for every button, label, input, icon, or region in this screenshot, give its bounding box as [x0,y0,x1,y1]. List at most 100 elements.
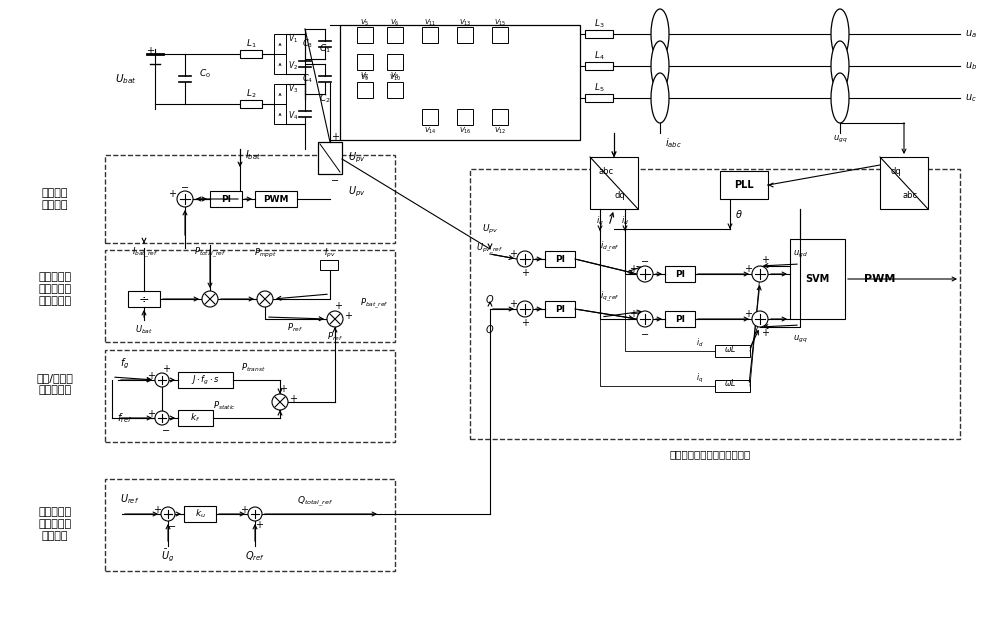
Text: $V_4$: $V_4$ [288,110,298,122]
Bar [255,191,297,207]
Circle shape [272,394,288,410]
Text: $C_1$: $C_1$ [319,43,331,55]
Text: abc: abc [598,167,614,176]
Bar [340,25,580,140]
Text: $L_1$: $L_1$ [246,38,256,50]
Circle shape [155,411,169,425]
Bar [274,104,286,124]
Text: $i_{q\_ref}$: $i_{q\_ref}$ [600,289,620,304]
Circle shape [327,311,343,327]
Ellipse shape [651,41,669,91]
Text: $-$: $-$ [640,328,650,338]
Text: $V_{10}$: $V_{10}$ [389,73,401,83]
Text: +: + [521,318,529,328]
Text: $V_7$: $V_7$ [360,71,370,81]
Text: $u_{gq}$: $u_{gq}$ [793,334,807,344]
Text: $u_a$: $u_a$ [965,28,977,40]
Text: +: + [344,311,352,321]
Text: +: + [255,520,263,530]
Text: 直流电压支撑与电流闭环控制: 直流电压支撑与电流闭环控制 [669,449,751,459]
Text: $U_{pv\_ref}$: $U_{pv\_ref}$ [476,242,504,256]
Text: $V_{15}$: $V_{15}$ [494,18,506,28]
Text: $V_1$: $V_1$ [288,33,298,45]
Bar [318,142,342,174]
Text: $k_u$: $k_u$ [195,508,205,520]
Text: $U_{pv}$: $U_{pv}$ [482,222,498,236]
Bar [274,84,286,104]
Text: PI: PI [675,270,685,279]
Bar [184,506,216,522]
Text: +: + [147,371,155,381]
Text: $I_{bat}$: $I_{bat}$ [245,148,261,162]
Text: +: + [289,394,297,404]
Ellipse shape [651,73,669,123]
Text: $\omega L$: $\omega L$ [724,343,736,353]
Text: $L_2$: $L_2$ [246,88,256,100]
Text: $U_{ref}$: $U_{ref}$ [120,492,140,506]
Text: $i_d$: $i_d$ [696,337,704,350]
Bar [457,27,473,43]
Text: $Q_{total\_ref}$: $Q_{total\_ref}$ [297,495,333,509]
Text: +: + [153,505,161,515]
Text: $i_q$: $i_q$ [596,215,604,227]
Bar [105,350,395,442]
Text: PWM: PWM [864,274,896,284]
Text: $V_3$: $V_3$ [288,82,298,95]
Circle shape [752,266,768,282]
Text: $f_g$: $f_g$ [120,357,130,371]
Bar [128,291,160,307]
Text: +: + [509,299,517,309]
Text: +: + [162,364,170,374]
Bar [492,109,508,125]
Text: $I_{bat\_ref}$: $I_{bat\_ref}$ [132,246,158,260]
Text: +: + [168,189,176,199]
Text: $u_c$: $u_c$ [965,92,977,104]
Bar [585,94,613,102]
Text: +: + [334,301,342,311]
Bar [545,301,575,317]
Text: PLL: PLL [734,180,754,190]
Text: $Q$: $Q$ [485,323,495,335]
Text: $i_d$: $i_d$ [621,215,629,227]
Text: +: + [331,132,339,142]
Text: $-$: $-$ [640,255,650,265]
Bar [357,82,373,98]
Circle shape [248,507,262,521]
Text: $i_q$: $i_q$ [696,371,704,385]
Bar [210,191,242,207]
Circle shape [202,291,218,307]
Text: $P_{ref}$: $P_{ref}$ [327,331,343,343]
Text: $Q_{ref}$: $Q_{ref}$ [245,549,265,563]
Text: $f_{ref}$: $f_{ref}$ [117,411,133,425]
Text: 暂态/静态频
率支撑控制: 暂态/静态频 率支撑控制 [37,373,73,395]
Text: dq: dq [891,167,901,176]
Text: $u_b$: $u_b$ [965,60,977,72]
Text: $u_{gd}$: $u_{gd}$ [793,249,807,259]
Circle shape [517,251,533,267]
Text: +: + [761,255,769,265]
Circle shape [155,373,169,387]
Text: +: + [279,384,287,394]
Text: $i_{abc}$: $i_{abc}$ [665,136,682,150]
Bar [387,82,403,98]
Text: +: + [521,268,529,278]
Text: $C_0$: $C_0$ [199,68,211,81]
Text: +: + [629,264,637,274]
Bar [240,50,262,58]
Bar [545,251,575,267]
Bar [665,311,695,327]
Bar [880,157,928,209]
Text: SVM: SVM [805,274,829,284]
Text: +: + [629,309,637,319]
Text: $-$: $-$ [161,424,171,434]
Text: +: + [761,328,769,338]
Text: +: + [240,505,248,515]
Text: $U_{bat}$: $U_{bat}$ [135,324,153,336]
Text: $\theta$: $\theta$ [735,208,743,220]
Ellipse shape [831,9,849,59]
Text: $V_{14}$: $V_{14}$ [424,126,436,136]
Text: 总有功参考
与电池电流
参考值生成: 总有功参考 与电池电流 参考值生成 [38,272,72,305]
Text: 电池电流
闭环控制: 电池电流 闭环控制 [42,189,68,210]
Text: $I_{pv}$: $I_{pv}$ [324,247,336,259]
Bar [105,479,395,571]
